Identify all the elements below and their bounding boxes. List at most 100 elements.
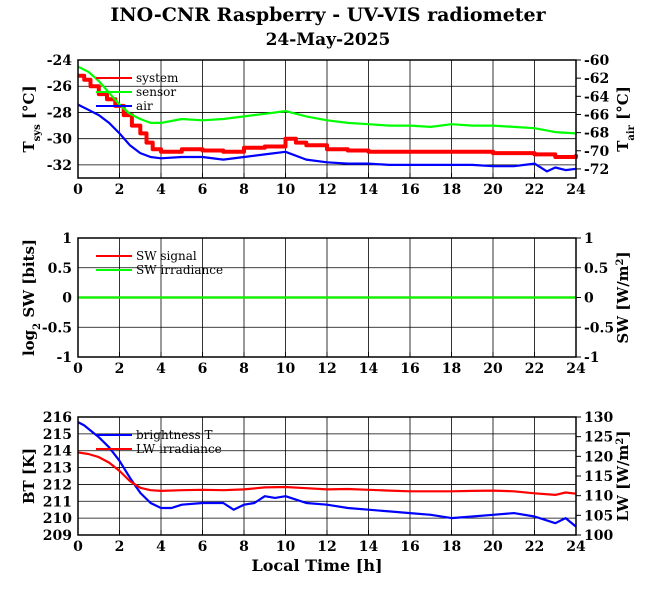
x-tick-label: 18 [442,361,461,377]
y-tick-label-right: -62 [584,71,609,87]
x-tick-label: 14 [359,539,379,555]
y-tick-label-left: 0 [62,291,72,307]
y-tick-label-left: -26 [47,79,72,95]
legend-label: LW irradiance [136,442,222,456]
x-tick-label: 14 [359,361,379,377]
series-line-brightness-t [77,421,577,528]
x-tick-label: 14 [359,182,379,198]
legend-label: SW signal [136,249,197,263]
y-tick-label-right: -64 [584,89,610,105]
y-axis-label-right: Tair [°C] [614,86,637,152]
series-line-lw-irradiance [77,451,577,496]
x-axis-label: Local Time [h] [251,556,382,575]
y-tick-label-right: 0 [584,291,594,307]
x-tick-label: 2 [115,361,125,377]
y-axis-label-left: log2 SW [bits] [20,239,43,356]
y-tick-label-left: -30 [47,132,73,148]
y-tick-label-left: -0.5 [42,320,72,336]
panel-bt: 0 2 4 6 8 10 12 14 16 18 20 22 242162152142132122112… [20,410,632,575]
y-tick-label-right: 105 [584,508,613,524]
x-tick-label: 8 [239,539,249,555]
x-tick-label: 16 [400,361,419,377]
panel-sw: 0 2 4 6 8 10 12 14 16 18 20 22 2410.50-0.5-110.50-0.… [20,231,632,377]
plot-frame [77,416,577,536]
y-axis-label-right: SW [W/m2] [614,251,632,343]
x-tick-label: 10 [276,361,296,377]
series-line-sensor [77,65,577,135]
y-tick-label-left: 0.5 [48,261,72,277]
y-tick-label-right: 130 [584,410,613,426]
legend-label: system [136,71,179,85]
y-tick-label-right: 1 [584,231,594,247]
x-tick-label: 18 [442,539,461,555]
y-tick-label-right: -72 [584,162,609,178]
x-tick-label: 12 [317,182,336,198]
y-tick-label-left: 210 [43,511,72,527]
x-tick-label: 16 [400,182,419,198]
y-tick-label-right: 110 [584,489,613,505]
y-axis-label-right: LW [W/m2] [614,431,632,522]
y-tick-label-left: 216 [43,410,72,426]
y-tick-label-left: 214 [43,444,72,460]
y-tick-label-right: 115 [584,469,613,485]
x-tick-label: 6 [198,361,208,377]
legend-label: brightness T [136,428,212,442]
y-tick-label-left: -32 [47,158,72,174]
x-tick-label: 20 [483,182,503,198]
x-tick-label: 6 [198,182,208,198]
y-tick-label-left: 209 [43,528,72,544]
y-tick-label-right: -68 [584,126,609,142]
x-tick-label: 8 [239,182,249,198]
y-axis-label-left: Tsys [°C] [20,85,43,152]
y-tick-label-right: 0.5 [584,261,608,277]
legend-label: air [136,99,153,113]
y-tick-label-right: -66 [584,107,609,123]
x-tick-label: 24 [566,361,586,377]
y-tick-label-right: 120 [584,449,613,465]
y-tick-label-right: -0.5 [584,320,614,336]
y-tick-label-right: -1 [584,350,600,366]
x-tick-label: 22 [525,539,544,555]
x-tick-label: 20 [483,539,503,555]
panel-temp: 0 2 4 6 8 10 12 14 16 18 20 22 24-24-26-28-30-32-60-… [20,53,637,198]
y-tick-label-right: -70 [584,144,610,160]
y-tick-label-right: 100 [584,528,613,544]
x-tick-label: 22 [525,182,544,198]
y-tick-label-left: 215 [43,427,72,443]
legend-label: sensor [136,85,176,99]
x-tick-label: 0 [73,361,83,377]
x-tick-label: 4 [156,539,166,555]
y-tick-label-left: 211 [43,494,72,510]
y-axis-label-left: BT [K] [20,448,38,504]
y-tick-label-right: 125 [584,430,613,446]
y-tick-label-left: 212 [43,477,72,493]
y-tick-label-right: -60 [584,53,610,69]
x-tick-label: 2 [115,539,125,555]
x-tick-label: 22 [525,361,544,377]
x-tick-label: 10 [276,182,296,198]
x-tick-label: 20 [483,361,503,377]
x-tick-label: 8 [239,361,249,377]
x-tick-label: 4 [156,182,166,198]
legend-label: SW irradiance [136,263,223,277]
chart-subtitle: 24-May-2025 [266,30,391,50]
x-tick-label: 2 [115,182,125,198]
x-tick-label: 6 [198,539,208,555]
x-tick-label: 12 [317,361,336,377]
x-tick-label: 4 [156,361,166,377]
x-tick-label: 24 [566,182,586,198]
x-tick-label: 18 [442,182,461,198]
x-tick-label: 10 [276,539,296,555]
y-tick-label-left: 1 [62,231,72,247]
x-tick-label: 0 [73,539,83,555]
plot-frame [77,237,577,358]
x-tick-label: 24 [566,539,586,555]
series-line-air [77,103,577,173]
chart-title: INO-CNR Raspberry - UV-VIS radiometer [110,4,546,26]
y-tick-label-left: -1 [56,350,72,366]
x-tick-label: 12 [317,539,336,555]
plot-frame [77,59,577,179]
y-tick-label-left: -24 [47,53,73,69]
